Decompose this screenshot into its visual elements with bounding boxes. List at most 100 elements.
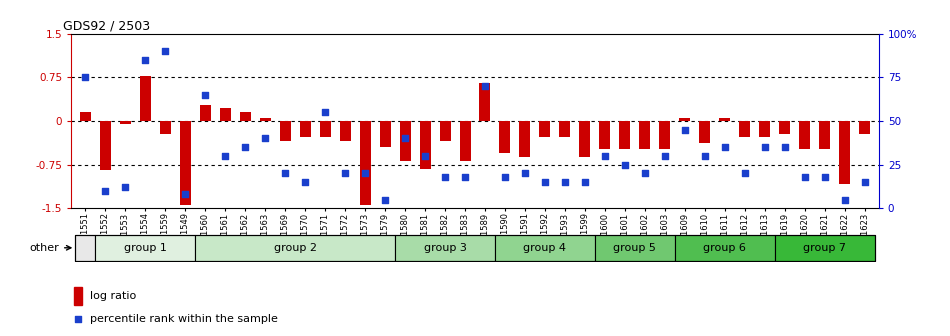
Text: GDS92 / 2503: GDS92 / 2503 — [63, 19, 150, 33]
Text: log ratio: log ratio — [90, 291, 137, 301]
Point — [637, 171, 653, 176]
Bar — [460, 121, 470, 161]
Bar — [259, 118, 271, 121]
Bar — [395, 235, 495, 261]
Point — [518, 171, 533, 176]
Point — [198, 92, 213, 97]
Point — [337, 171, 352, 176]
Point — [70, 316, 86, 322]
Bar — [75, 235, 95, 261]
Bar — [839, 121, 850, 184]
Bar — [599, 121, 611, 149]
Bar — [500, 121, 510, 153]
Bar — [339, 121, 351, 141]
Bar — [560, 121, 570, 137]
Text: group 6: group 6 — [703, 243, 747, 253]
Bar — [299, 121, 311, 137]
Bar — [495, 235, 595, 261]
Point — [118, 185, 133, 190]
Point — [437, 174, 452, 179]
Point — [717, 144, 732, 150]
Point — [377, 197, 392, 202]
Bar — [420, 121, 430, 169]
Bar — [120, 121, 131, 124]
Point — [618, 162, 633, 167]
Point — [277, 171, 293, 176]
Point — [677, 127, 693, 132]
Point — [238, 144, 253, 150]
Text: group 1: group 1 — [124, 243, 166, 253]
Point — [178, 192, 193, 197]
Bar — [699, 121, 711, 143]
Bar — [279, 121, 291, 141]
Point — [98, 188, 113, 194]
Text: percentile rank within the sample: percentile rank within the sample — [90, 314, 278, 324]
Point — [478, 83, 493, 89]
Point — [297, 179, 313, 185]
Bar — [480, 83, 490, 121]
Bar — [674, 235, 775, 261]
Bar — [639, 121, 651, 149]
Bar — [100, 121, 111, 170]
Point — [257, 136, 273, 141]
Point — [598, 153, 613, 159]
Point — [797, 174, 812, 179]
Point — [218, 153, 233, 159]
Bar — [595, 235, 674, 261]
Bar — [859, 121, 870, 134]
Bar — [400, 121, 410, 161]
Bar — [95, 235, 195, 261]
Text: group 2: group 2 — [274, 243, 316, 253]
Bar — [140, 76, 151, 121]
Bar — [799, 121, 810, 149]
Bar — [200, 105, 211, 121]
Bar — [180, 121, 191, 205]
Point — [558, 179, 573, 185]
Point — [357, 171, 372, 176]
Point — [817, 174, 832, 179]
Bar — [739, 121, 750, 137]
Point — [657, 153, 673, 159]
Point — [158, 48, 173, 54]
Text: group 5: group 5 — [614, 243, 656, 253]
Bar — [775, 235, 875, 261]
Point — [317, 110, 332, 115]
Point — [538, 179, 553, 185]
Point — [498, 174, 513, 179]
Text: group 4: group 4 — [523, 243, 566, 253]
Point — [78, 75, 93, 80]
Point — [138, 57, 153, 62]
Bar — [779, 121, 790, 134]
Bar — [195, 235, 395, 261]
Bar — [319, 121, 331, 137]
Text: group 7: group 7 — [804, 243, 846, 253]
Bar — [219, 108, 231, 121]
Bar — [619, 121, 631, 149]
Text: other: other — [29, 243, 71, 253]
Bar — [160, 121, 171, 134]
Bar — [679, 118, 691, 121]
Bar — [359, 121, 371, 205]
Bar — [380, 121, 390, 147]
Point — [578, 179, 593, 185]
Bar — [659, 121, 671, 149]
Point — [457, 174, 472, 179]
Bar — [80, 112, 91, 121]
Text: group 3: group 3 — [424, 243, 466, 253]
Bar — [440, 121, 450, 141]
Point — [837, 197, 852, 202]
Point — [777, 144, 792, 150]
Bar — [719, 118, 731, 121]
Bar — [74, 287, 82, 305]
Bar — [520, 121, 530, 157]
Bar — [239, 112, 251, 121]
Bar — [759, 121, 770, 137]
Point — [737, 171, 752, 176]
Point — [397, 136, 412, 141]
Bar — [540, 121, 550, 137]
Bar — [819, 121, 830, 149]
Point — [417, 153, 432, 159]
Point — [757, 144, 772, 150]
Point — [857, 179, 872, 185]
Bar — [580, 121, 591, 157]
